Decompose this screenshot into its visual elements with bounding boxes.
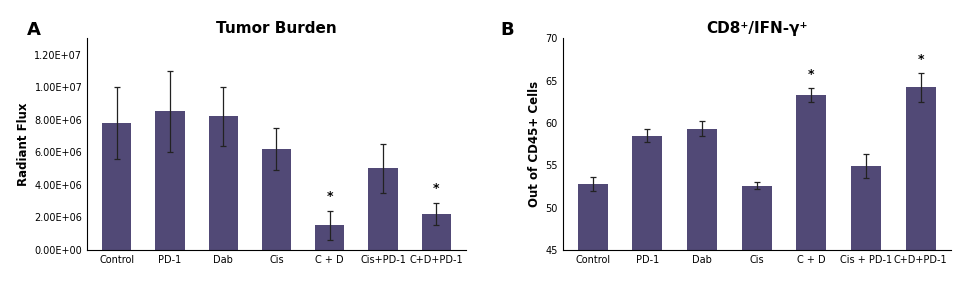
Title: Tumor Burden: Tumor Burden xyxy=(216,21,336,36)
Bar xyxy=(208,116,237,250)
Bar xyxy=(905,87,935,294)
Text: *: * xyxy=(917,53,922,66)
Bar xyxy=(632,136,662,294)
Bar xyxy=(577,184,607,294)
Title: CD8⁺/IFN-γ⁺: CD8⁺/IFN-γ⁺ xyxy=(705,21,806,36)
Bar xyxy=(422,214,451,250)
Bar xyxy=(686,129,716,294)
Text: B: B xyxy=(500,21,514,39)
Text: *: * xyxy=(807,68,814,81)
Y-axis label: Out of CD45+ Cells: Out of CD45+ Cells xyxy=(527,81,541,207)
Bar xyxy=(850,166,880,294)
Bar xyxy=(262,149,291,250)
Bar xyxy=(315,225,344,250)
Bar xyxy=(102,123,131,250)
Text: A: A xyxy=(27,21,41,39)
Text: *: * xyxy=(327,191,332,203)
Y-axis label: Radiant Flux: Radiant Flux xyxy=(17,102,30,186)
Bar xyxy=(741,186,770,294)
Text: *: * xyxy=(432,182,439,195)
Bar xyxy=(368,168,397,250)
Bar xyxy=(796,95,826,294)
Bar xyxy=(155,111,184,250)
